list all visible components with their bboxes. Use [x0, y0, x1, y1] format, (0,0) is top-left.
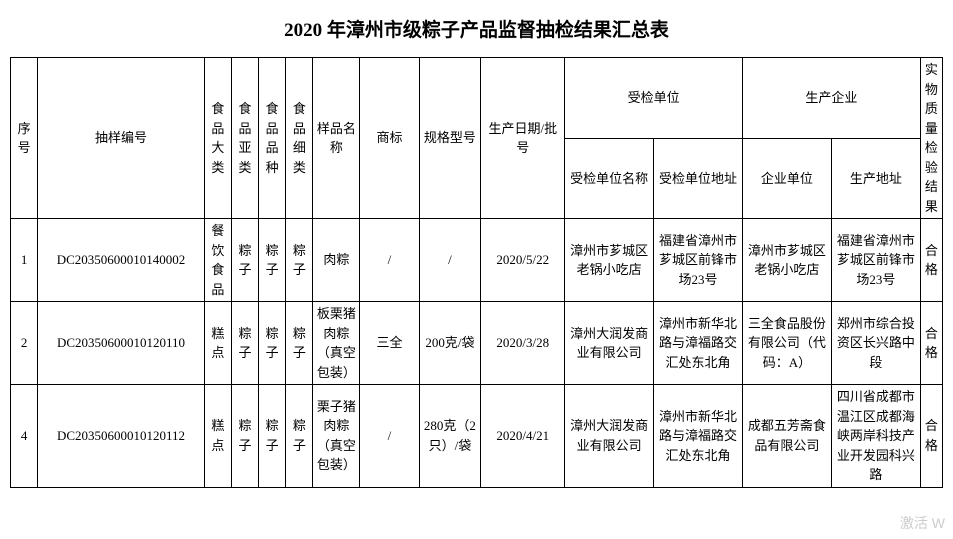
col-prod-co: 企业单位: [743, 138, 832, 219]
col-sample-id: 抽样编号: [38, 58, 205, 219]
col-brand: 商标: [360, 58, 419, 219]
table-row: 2DC20350600010120110糕点粽子粽子粽子板栗猪肉粽（真空包装）三…: [11, 302, 943, 385]
cell-prod_addr: 郑州市综合投资区长兴路中段: [831, 302, 920, 385]
col-seq: 序号: [11, 58, 38, 219]
cell-cat: 餐饮食品: [204, 219, 231, 302]
cell-insp_name: 漳州市芗城区老锅小吃店: [565, 219, 654, 302]
cell-seq: 2: [11, 302, 38, 385]
table-row: 4DC20350600010120112糕点粽子粽子粽子栗子猪肉粽（真空包装）/…: [11, 385, 943, 488]
col-sub: 食品亚类: [231, 58, 258, 219]
cell-insp_addr: 福建省漳州市芗城区前锋市场23号: [654, 219, 743, 302]
table-row: 1DC20350600010140002餐饮食品粽子粽子粽子肉粽//2020/5…: [11, 219, 943, 302]
cell-seq: 1: [11, 219, 38, 302]
cell-seq: 4: [11, 385, 38, 488]
page-title: 2020 年漳州市级粽子产品监督抽检结果汇总表: [10, 15, 943, 42]
cell-spec: /: [419, 219, 481, 302]
cell-sub: 粽子: [231, 219, 258, 302]
cell-prod_addr: 四川省成都市温江区成都海峡两岸科技产业开发园科兴路: [831, 385, 920, 488]
watermark: 激活 W: [900, 513, 945, 533]
cell-id: DC20350600010120110: [38, 302, 205, 385]
cell-sub: 粽子: [231, 385, 258, 488]
cell-var: 粽子: [259, 302, 286, 385]
cell-var: 粽子: [259, 385, 286, 488]
col-insp-group: 受检单位: [565, 58, 743, 139]
col-prod-group: 生产企业: [743, 58, 921, 139]
cell-id: DC20350600010140002: [38, 219, 205, 302]
cell-det: 粽子: [286, 302, 313, 385]
cell-sub: 粽子: [231, 302, 258, 385]
cell-result: 合格: [920, 219, 942, 302]
cell-insp_name: 漳州大润发商业有限公司: [565, 385, 654, 488]
cell-prod_co: 漳州市芗城区老锅小吃店: [743, 219, 832, 302]
cell-result: 合格: [920, 302, 942, 385]
cell-brand: 三全: [360, 302, 419, 385]
cell-det: 粽子: [286, 219, 313, 302]
cell-spec: 200克/袋: [419, 302, 481, 385]
cell-insp_name: 漳州大润发商业有限公司: [565, 302, 654, 385]
cell-name: 肉粽: [313, 219, 360, 302]
cell-date: 2020/4/21: [481, 385, 565, 488]
cell-var: 粽子: [259, 219, 286, 302]
col-spec: 规格型号: [419, 58, 481, 219]
cell-date: 2020/5/22: [481, 219, 565, 302]
cell-prod_addr: 福建省漳州市芗城区前锋市场23号: [831, 219, 920, 302]
col-result: 实物质量检验结果: [920, 58, 942, 219]
cell-id: DC20350600010120112: [38, 385, 205, 488]
cell-spec: 280克（2只）/袋: [419, 385, 481, 488]
col-insp-addr: 受检单位地址: [654, 138, 743, 219]
cell-date: 2020/3/28: [481, 302, 565, 385]
cell-prod_co: 成都五芳斋食品有限公司: [743, 385, 832, 488]
cell-det: 粽子: [286, 385, 313, 488]
cell-cat: 糕点: [204, 302, 231, 385]
cell-name: 板栗猪肉粽（真空包装）: [313, 302, 360, 385]
cell-prod_co: 三全食品股份有限公司（代码：A）: [743, 302, 832, 385]
col-var: 食品品种: [259, 58, 286, 219]
col-name: 样品名称: [313, 58, 360, 219]
col-insp-name: 受检单位名称: [565, 138, 654, 219]
cell-brand: /: [360, 219, 419, 302]
results-table: 序号 抽样编号 食品大类 食品亚类 食品品种 食品细类 样品名称 商标 规格型号…: [10, 57, 943, 488]
table-body: 1DC20350600010140002餐饮食品粽子粽子粽子肉粽//2020/5…: [11, 219, 943, 488]
col-prod-addr: 生产地址: [831, 138, 920, 219]
cell-result: 合格: [920, 385, 942, 488]
col-date: 生产日期/批号: [481, 58, 565, 219]
cell-cat: 糕点: [204, 385, 231, 488]
col-det: 食品细类: [286, 58, 313, 219]
cell-insp_addr: 漳州市新华北路与漳福路交汇处东北角: [654, 385, 743, 488]
cell-name: 栗子猪肉粽（真空包装）: [313, 385, 360, 488]
cell-insp_addr: 漳州市新华北路与漳福路交汇处东北角: [654, 302, 743, 385]
cell-brand: /: [360, 385, 419, 488]
col-cat: 食品大类: [204, 58, 231, 219]
